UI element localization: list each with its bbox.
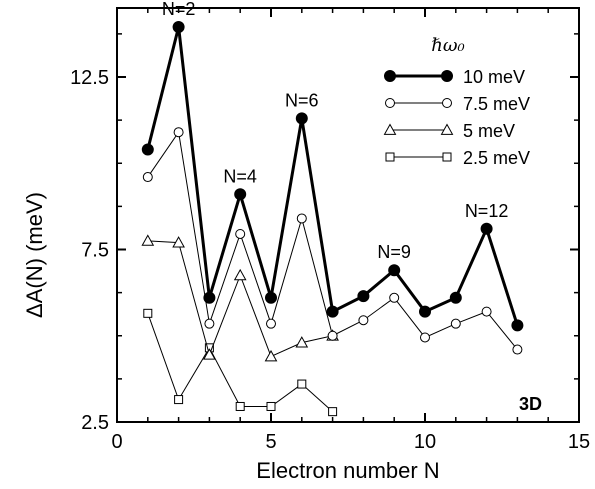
data-point xyxy=(172,20,185,33)
y-tick-label: 7.5 xyxy=(81,240,109,262)
y-tick-label: 2.5 xyxy=(81,412,109,434)
x-tick-label: 0 xyxy=(111,431,122,453)
data-point xyxy=(142,172,153,183)
data-point xyxy=(389,292,400,303)
data-point xyxy=(327,330,338,341)
data-point xyxy=(296,213,307,224)
legend-marker xyxy=(441,70,453,82)
legend-marker xyxy=(442,98,452,108)
data-point xyxy=(203,348,216,360)
data-point xyxy=(295,336,309,348)
data-point xyxy=(172,236,185,248)
data-point xyxy=(203,291,216,304)
data-point xyxy=(419,305,431,318)
data-point xyxy=(511,319,524,332)
legend-label: 7.5 meV xyxy=(463,94,530,114)
data-point xyxy=(326,305,339,318)
peak-annotation: N=4 xyxy=(223,166,257,186)
data-point xyxy=(174,395,184,405)
data-point xyxy=(388,264,401,277)
x-tick-label: 10 xyxy=(414,431,436,453)
panel-label: 3D xyxy=(519,394,542,414)
data-point xyxy=(173,127,184,138)
x-axis-label: Electron number N xyxy=(256,458,439,483)
data-point xyxy=(266,318,276,329)
peak-annotation: N=12 xyxy=(465,201,509,221)
data-point xyxy=(295,112,308,125)
data-point xyxy=(235,401,245,411)
legend-label: 10 meV xyxy=(463,67,525,87)
legend-marker xyxy=(440,123,454,135)
data-point xyxy=(143,308,153,318)
legend-marker xyxy=(442,152,452,162)
series-line xyxy=(146,26,519,326)
legend-marker xyxy=(384,70,396,82)
data-point xyxy=(328,407,338,417)
legend-marker xyxy=(383,123,397,135)
legend-label: 5 meV xyxy=(463,121,515,141)
peak-annotation: N=2 xyxy=(162,0,196,19)
data-point xyxy=(450,318,461,329)
legend-label: 2.5 meV xyxy=(463,148,530,168)
x-tick-label: 5 xyxy=(265,431,276,453)
data-point xyxy=(449,291,462,304)
data-point xyxy=(233,268,247,281)
y-axis-label: ΔA(N) (meV) xyxy=(22,192,47,318)
data-point xyxy=(512,344,523,355)
data-point xyxy=(234,188,247,201)
legend-marker xyxy=(385,152,395,162)
data-point xyxy=(266,401,276,411)
data-point xyxy=(204,318,215,329)
data-point xyxy=(264,349,278,362)
data-point xyxy=(420,332,430,343)
data-point xyxy=(357,290,370,303)
peak-annotation: N=6 xyxy=(285,90,319,110)
data-point xyxy=(358,315,369,326)
data-point xyxy=(141,143,154,156)
peak-annotation: N=9 xyxy=(377,242,411,262)
x-tick-label: 15 xyxy=(568,431,590,453)
data-point xyxy=(297,379,307,389)
data-point xyxy=(481,306,492,317)
data-point xyxy=(265,291,277,304)
legend-marker xyxy=(385,98,395,108)
data-point xyxy=(235,228,246,239)
data-point xyxy=(480,222,493,235)
legend-title: ℏω₀ xyxy=(431,35,465,56)
plot-frame xyxy=(116,7,580,423)
y-tick-label: 12.5 xyxy=(70,67,109,89)
series-line xyxy=(147,240,333,358)
data-point xyxy=(141,234,155,246)
